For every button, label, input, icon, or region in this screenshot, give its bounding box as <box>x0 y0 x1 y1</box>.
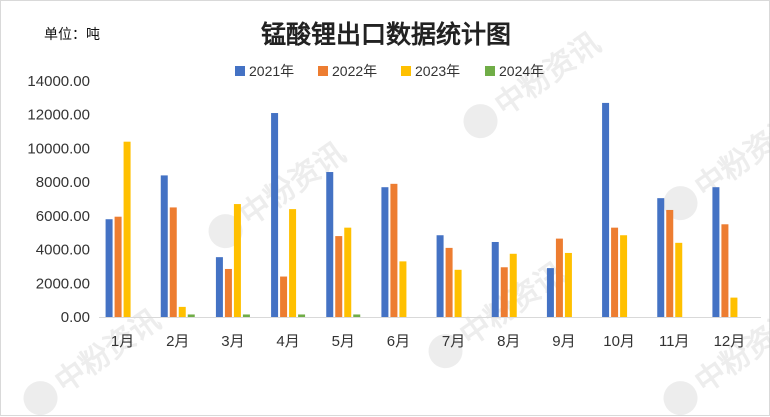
x-tick-label: 12月 <box>714 333 746 350</box>
x-axis: 1月 2月 3月 4月 5月 6月 7月 8月 9月 10月 11月 12月 <box>111 333 745 350</box>
x-tick-label: 7月 <box>442 333 465 350</box>
x-tick-label: 6月 <box>387 333 410 350</box>
bar <box>666 209 674 317</box>
bar <box>114 216 122 317</box>
bar <box>602 102 610 318</box>
bar <box>436 235 444 317</box>
x-tick-label: 8月 <box>497 333 520 350</box>
bar <box>160 175 168 317</box>
x-tick-label: 3月 <box>221 333 244 350</box>
x-tick-label: 9月 <box>552 333 575 350</box>
x-tick-label: 2月 <box>166 333 189 350</box>
bar <box>509 253 517 317</box>
legend-label: 2024年 <box>499 63 544 79</box>
y-tick-label: 8000.00 <box>36 174 90 191</box>
bar <box>289 209 297 317</box>
watermark-text: 中粉资讯 <box>689 108 770 205</box>
bar <box>454 269 462 317</box>
bar <box>344 227 352 317</box>
bar <box>187 314 195 317</box>
bar <box>390 183 398 317</box>
bar <box>730 297 738 317</box>
bar <box>353 314 361 317</box>
legend-label: 2022年 <box>332 63 377 79</box>
legend-label: 2023年 <box>415 63 460 79</box>
x-tick-label: 11月 <box>659 333 690 350</box>
bar <box>611 227 619 317</box>
bar <box>491 241 499 317</box>
chart-title: 锰酸锂出口数据统计图 <box>261 20 511 49</box>
y-tick-label: 6000.00 <box>36 208 90 225</box>
y-tick-label: 0.00 <box>61 309 90 326</box>
bar <box>399 261 407 317</box>
legend-item: 2024年 <box>485 63 544 79</box>
legend: 2021年 2022年 2023年 2024年 <box>235 63 544 79</box>
x-tick-label: 4月 <box>276 333 299 350</box>
y-tick-label: 2000.00 <box>36 275 90 292</box>
y-axis: 0.00 2000.00 4000.00 6000.00 8000.00 10000.00… <box>27 73 90 326</box>
watermark-logo <box>23 381 58 416</box>
legend-swatch <box>485 66 495 76</box>
bar <box>178 306 186 317</box>
bar <box>242 314 250 317</box>
bar <box>169 207 177 317</box>
watermark-logo <box>663 381 698 416</box>
bar <box>657 198 665 317</box>
y-tick-label: 14000.00 <box>27 73 90 90</box>
bar <box>721 224 729 317</box>
bar <box>215 257 223 317</box>
y-tick-label: 10000.00 <box>27 140 90 157</box>
bar <box>555 238 563 317</box>
watermark: 中粉资讯 <box>23 303 167 416</box>
bar <box>123 141 131 317</box>
x-tick-label: 1月 <box>111 333 134 350</box>
watermark-logo <box>428 334 463 369</box>
bar <box>335 236 343 317</box>
bar <box>105 219 113 317</box>
bar <box>233 204 241 317</box>
watermark-logo <box>463 104 498 139</box>
watermark: 中粉资讯 <box>663 303 770 416</box>
bars <box>105 102 738 318</box>
bar <box>546 268 554 317</box>
y-tick-label: 12000.00 <box>27 107 90 124</box>
legend-item: 2023年 <box>401 63 460 79</box>
legend-label: 2021年 <box>249 63 294 79</box>
legend-swatch <box>401 66 411 76</box>
unit-label: 单位：吨 <box>44 27 100 43</box>
legend-swatch <box>235 66 245 76</box>
bar <box>564 252 572 317</box>
bar <box>675 242 683 317</box>
bar <box>224 268 232 317</box>
x-tick-label: 5月 <box>332 333 355 350</box>
bar <box>298 314 306 317</box>
bar <box>326 172 334 317</box>
bar <box>712 187 720 317</box>
bar <box>271 113 279 318</box>
bar <box>620 235 628 317</box>
bar <box>445 247 453 317</box>
bar <box>500 267 508 317</box>
legend-item: 2022年 <box>318 63 377 79</box>
bar <box>381 187 389 317</box>
x-tick-label: 10月 <box>603 333 635 350</box>
y-tick-label: 4000.00 <box>36 242 90 259</box>
legend-item: 2021年 <box>235 63 294 79</box>
legend-swatch <box>318 66 328 76</box>
bar <box>280 276 288 317</box>
